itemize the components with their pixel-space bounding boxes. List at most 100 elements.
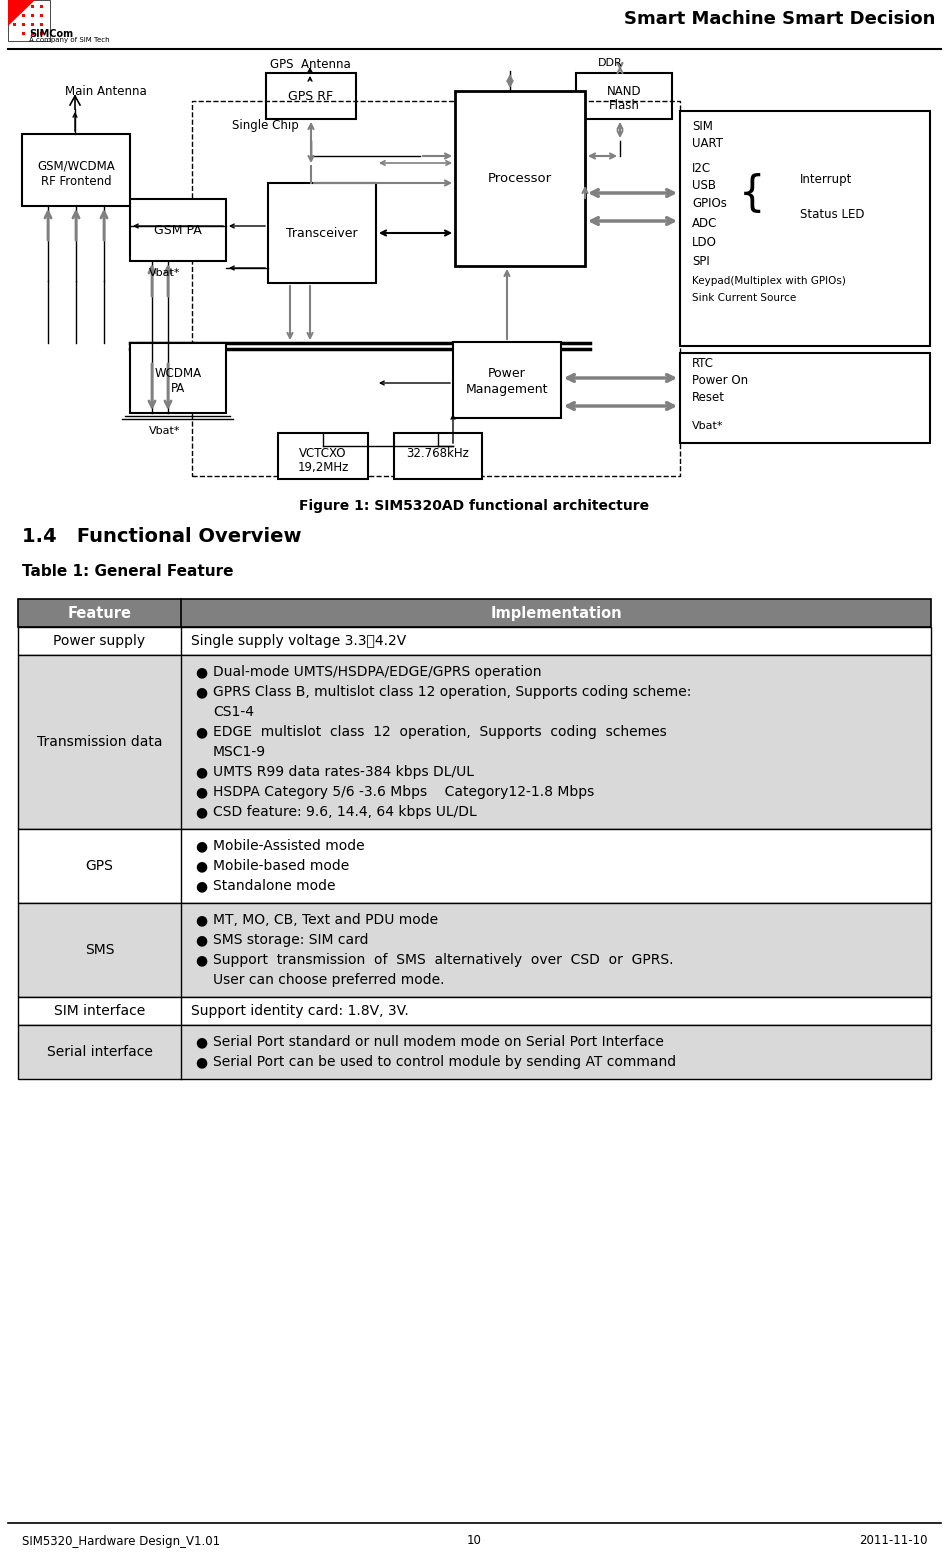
Text: Support  transmission  of  SMS  alternatively  over  CSD  or  GPRS.: Support transmission of SMS alternativel… xyxy=(213,954,674,966)
Text: 10: 10 xyxy=(467,1534,481,1547)
Bar xyxy=(22,5,25,8)
FancyBboxPatch shape xyxy=(18,1026,931,1079)
Bar xyxy=(22,23,25,27)
Text: I2C: I2C xyxy=(692,161,711,175)
Text: CSD feature: 9.6, 14.4, 64 kbps UL/DL: CSD feature: 9.6, 14.4, 64 kbps UL/DL xyxy=(213,805,476,820)
Text: UART: UART xyxy=(692,136,723,150)
Text: Processor: Processor xyxy=(488,172,552,184)
Bar xyxy=(40,31,43,34)
Text: ●: ● xyxy=(195,805,207,820)
Text: Table 1: General Feature: Table 1: General Feature xyxy=(22,564,233,579)
Bar xyxy=(31,23,34,27)
Text: Power On: Power On xyxy=(692,373,748,387)
Text: SIM5320_Hardware Design_V1.01: SIM5320_Hardware Design_V1.01 xyxy=(22,1534,220,1547)
Bar xyxy=(40,23,43,27)
Bar xyxy=(13,23,16,27)
Text: Standalone mode: Standalone mode xyxy=(213,879,336,893)
Text: Main Antenna: Main Antenna xyxy=(65,84,147,97)
FancyBboxPatch shape xyxy=(130,343,226,414)
Text: Single supply voltage 3.3～4.2V: Single supply voltage 3.3～4.2V xyxy=(191,634,406,648)
Text: GPS: GPS xyxy=(85,859,114,873)
Text: GPRS Class B, multislot class 12 operation, Supports coding scheme:: GPRS Class B, multislot class 12 operati… xyxy=(213,685,692,699)
FancyBboxPatch shape xyxy=(18,599,931,628)
FancyBboxPatch shape xyxy=(268,183,376,283)
Text: GSM/WCDMA: GSM/WCDMA xyxy=(37,159,115,173)
Text: DDR: DDR xyxy=(598,58,623,69)
Text: GPS  Antenna: GPS Antenna xyxy=(270,58,350,70)
FancyBboxPatch shape xyxy=(22,134,130,206)
Text: RF Frontend: RF Frontend xyxy=(41,175,111,187)
Polygon shape xyxy=(8,0,50,41)
Text: ●: ● xyxy=(195,933,207,948)
Text: Single Chip: Single Chip xyxy=(232,119,299,131)
Text: Smart Machine Smart Decision: Smart Machine Smart Decision xyxy=(623,9,935,28)
FancyBboxPatch shape xyxy=(455,91,585,265)
Text: {: { xyxy=(738,173,765,215)
Text: ●: ● xyxy=(195,724,207,738)
FancyBboxPatch shape xyxy=(18,829,931,902)
Text: ●: ● xyxy=(195,665,207,679)
FancyBboxPatch shape xyxy=(680,353,930,443)
Text: ●: ● xyxy=(195,765,207,779)
Text: MT, MO, CB, Text and PDU mode: MT, MO, CB, Text and PDU mode xyxy=(213,913,438,927)
Text: SPI: SPI xyxy=(692,254,710,267)
Text: WCDMA: WCDMA xyxy=(155,367,201,379)
FancyBboxPatch shape xyxy=(18,997,931,1026)
FancyBboxPatch shape xyxy=(576,73,672,119)
Bar xyxy=(13,14,16,17)
Text: Feature: Feature xyxy=(67,606,132,621)
Text: Mobile-based mode: Mobile-based mode xyxy=(213,859,349,873)
Bar xyxy=(31,31,34,34)
Text: Serial Port standard or null modem mode on Serial Port Interface: Serial Port standard or null modem mode … xyxy=(213,1035,664,1049)
Text: Mobile-Assisted mode: Mobile-Assisted mode xyxy=(213,838,364,852)
Text: GSM PA: GSM PA xyxy=(154,223,202,237)
Bar xyxy=(31,5,34,8)
FancyBboxPatch shape xyxy=(18,656,931,829)
Bar xyxy=(22,14,25,17)
Text: ●: ● xyxy=(195,859,207,873)
Text: SMS: SMS xyxy=(84,943,114,957)
Text: Power supply: Power supply xyxy=(53,634,145,648)
Text: NAND: NAND xyxy=(606,84,642,97)
Text: ●: ● xyxy=(195,685,207,699)
Text: Serial interface: Serial interface xyxy=(47,1044,153,1058)
Text: A company of SIM Tech: A company of SIM Tech xyxy=(29,37,110,44)
FancyBboxPatch shape xyxy=(394,432,482,479)
Text: 19,2MHz: 19,2MHz xyxy=(297,460,348,473)
Text: Implementation: Implementation xyxy=(491,606,622,621)
Text: PA: PA xyxy=(171,381,185,395)
Text: GPIOs: GPIOs xyxy=(692,197,727,209)
FancyBboxPatch shape xyxy=(18,902,931,997)
Text: LDO: LDO xyxy=(692,236,716,248)
Text: ●: ● xyxy=(195,785,207,799)
Text: Keypad(Multiplex with GPIOs): Keypad(Multiplex with GPIOs) xyxy=(692,276,846,286)
Bar xyxy=(40,14,43,17)
Text: SMS storage: SIM card: SMS storage: SIM card xyxy=(213,933,368,948)
Text: Vbat*: Vbat* xyxy=(149,426,180,436)
Text: Serial Port can be used to control module by sending AT command: Serial Port can be used to control modul… xyxy=(213,1055,676,1069)
Text: Management: Management xyxy=(466,382,549,395)
Text: Sink Current Source: Sink Current Source xyxy=(692,293,796,303)
FancyBboxPatch shape xyxy=(278,432,368,479)
Text: 1.4   Functional Overview: 1.4 Functional Overview xyxy=(22,526,302,545)
Polygon shape xyxy=(8,0,35,27)
Bar xyxy=(22,31,25,34)
Text: Vbat*: Vbat* xyxy=(149,268,180,278)
Text: Vbat*: Vbat* xyxy=(692,421,723,431)
Text: ●: ● xyxy=(195,879,207,893)
Text: HSDPA Category 5/6 -3.6 Mbps    Category12-1.8 Mbps: HSDPA Category 5/6 -3.6 Mbps Category12-… xyxy=(213,785,594,799)
Text: Dual-mode UMTS/HSDPA/EDGE/GPRS operation: Dual-mode UMTS/HSDPA/EDGE/GPRS operation xyxy=(213,665,542,679)
Text: 2011-11-10: 2011-11-10 xyxy=(860,1534,928,1547)
Text: Status LED: Status LED xyxy=(800,208,865,220)
FancyBboxPatch shape xyxy=(453,342,561,418)
Text: EDGE  multislot  class  12  operation,  Supports  coding  schemes: EDGE multislot class 12 operation, Suppo… xyxy=(213,724,667,738)
Text: 32.768kHz: 32.768kHz xyxy=(406,446,470,459)
Text: ●: ● xyxy=(195,1035,207,1049)
FancyBboxPatch shape xyxy=(266,73,356,119)
Bar xyxy=(31,14,34,17)
Text: Flash: Flash xyxy=(608,98,640,111)
FancyBboxPatch shape xyxy=(680,111,930,347)
Text: Transmission data: Transmission data xyxy=(37,735,162,749)
Bar xyxy=(40,5,43,8)
Text: SIMCom: SIMCom xyxy=(29,30,73,39)
